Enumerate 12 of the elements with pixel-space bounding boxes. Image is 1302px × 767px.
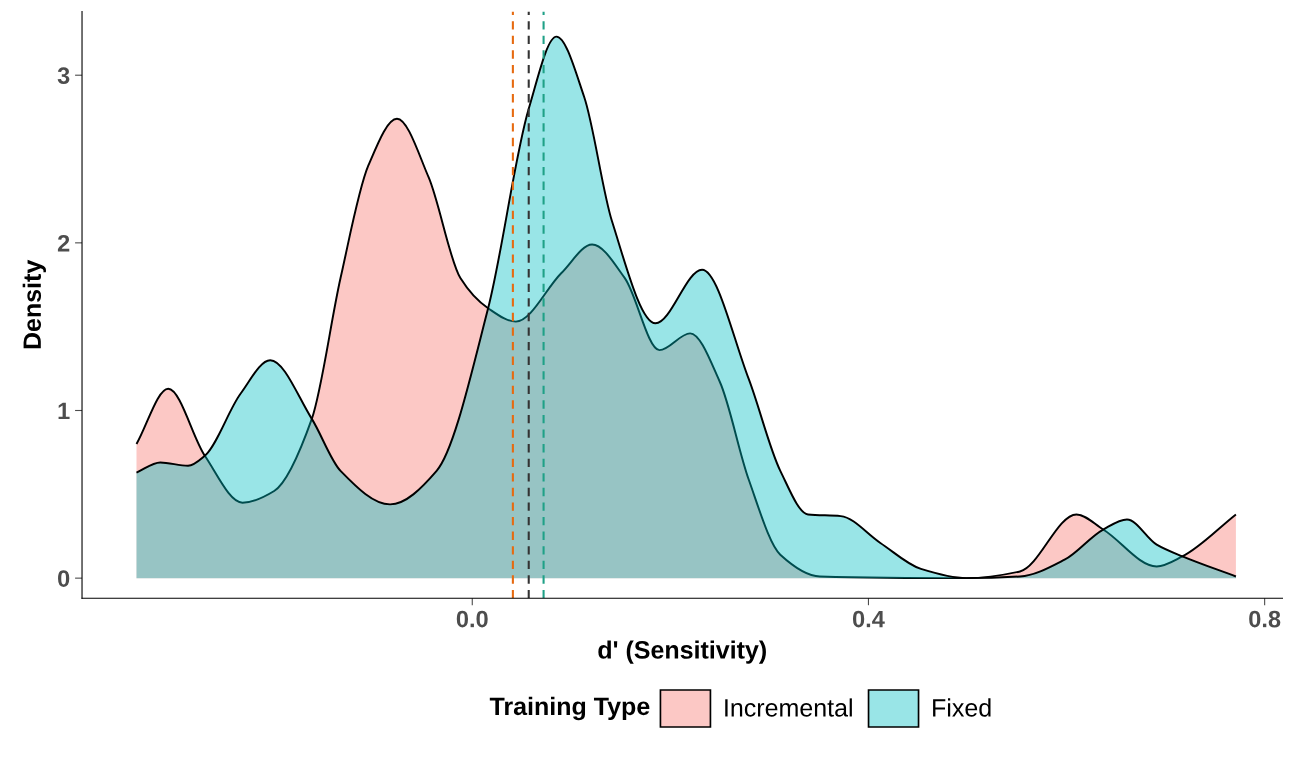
y-tick-label: 0 [58,570,70,587]
x-tick-label: 0.4 [852,610,885,628]
legend-label: Incremental [725,698,852,717]
legend-title: Training Type [489,696,650,721]
y-tick-label: 1 [58,402,70,420]
y-axis-title: Density [22,259,46,349]
x-tick-label: 0.0 [456,610,488,628]
x-tick-label: 0.8 [1249,610,1281,628]
legend-label: Fixed [933,698,991,717]
x-axis-title: d' (Sensitivity) [598,640,766,664]
y-tick-label: 2 [57,234,70,252]
y-tick-label: 3 [57,67,70,85]
